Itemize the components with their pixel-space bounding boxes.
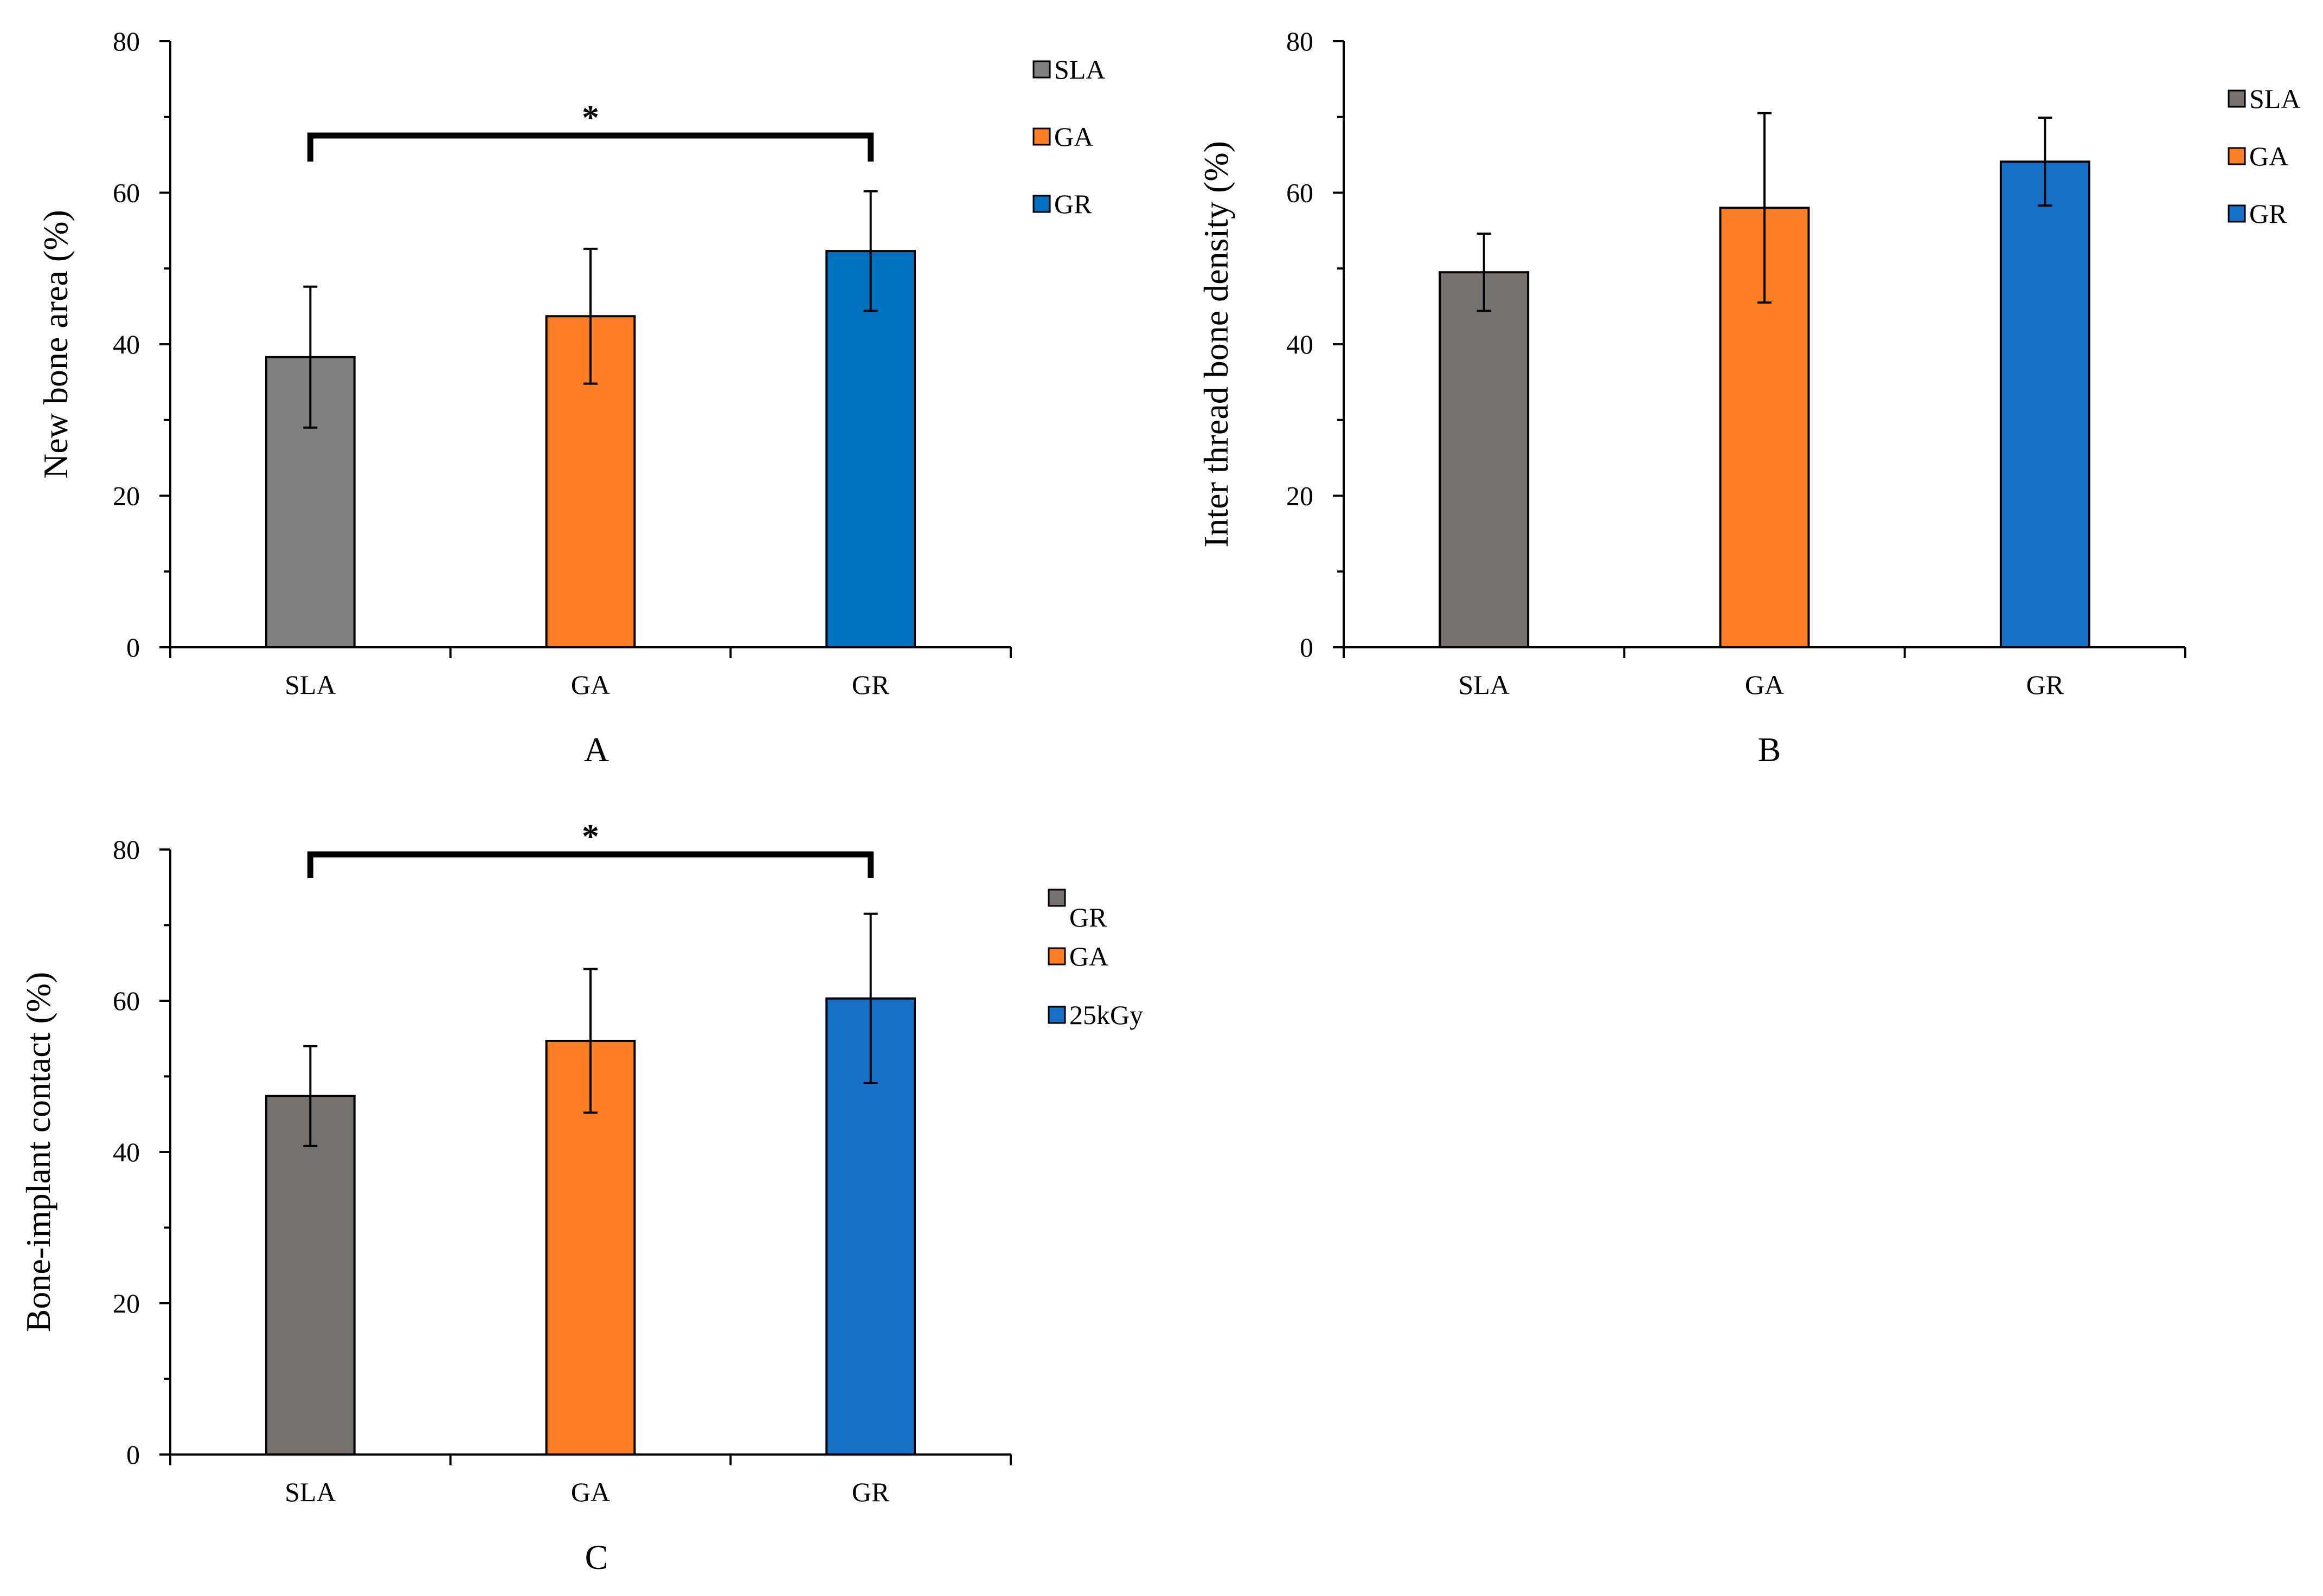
y-tick-label: 40: [113, 329, 140, 359]
legend: GR GA 25kGy: [1048, 889, 1143, 1030]
legend: SLA GA GR: [1032, 54, 1105, 219]
significance-star: *: [582, 817, 599, 855]
bar-sla: [1439, 271, 1530, 648]
x-tick-label: GR: [852, 1477, 890, 1507]
x-tick-label: GR: [852, 670, 890, 700]
y-tick-label: 60: [113, 986, 140, 1016]
legend-swatch: [1048, 1006, 1066, 1024]
chart-panel-A: 0 20 40 60 80 SLA GA GR New bone area (%) A * SLA GA…: [36, 26, 1105, 769]
legend-label: GR: [2249, 198, 2287, 229]
legend-swatch: [1032, 60, 1051, 79]
y-tick-label: 60: [113, 178, 140, 208]
y-tick-label: 20: [113, 481, 140, 511]
y-tick-label: 40: [1286, 329, 1313, 359]
panel-label: A: [584, 730, 609, 769]
significance-bracket: [307, 851, 874, 878]
y-axis-label: New bone area (%): [36, 210, 75, 479]
y-tick-label: 0: [1300, 632, 1313, 662]
y-tick-label: 80: [113, 26, 140, 56]
panel-label: B: [1758, 730, 1781, 769]
legend-label: GR: [1069, 902, 1107, 932]
legend-swatch: [2228, 147, 2246, 165]
legend-label: SLA: [1054, 54, 1105, 85]
significance-star: *: [582, 98, 599, 137]
legend-label: GA: [1054, 121, 1093, 152]
y-tick-label: 20: [1286, 481, 1313, 511]
legend-swatch: [2228, 89, 2246, 108]
legend-label: SLA: [2249, 83, 2300, 114]
y-tick-label: 0: [126, 632, 140, 662]
legend-swatch: [1048, 889, 1066, 907]
legend-label: GR: [1054, 189, 1092, 219]
chart-panel-C: 0 20 40 60 80 SLA GA GR Bone-implant contact (%)…: [19, 817, 1143, 1576]
x-tick-label: GA: [571, 670, 610, 700]
x-tick-label: SLA: [1458, 670, 1509, 700]
legend: SLA GA GR: [2228, 83, 2300, 229]
x-tick-label: GR: [2026, 670, 2064, 700]
bar-gr: [1999, 160, 2090, 648]
y-tick-label: 40: [113, 1137, 140, 1167]
x-tick-label: SLA: [285, 1477, 336, 1507]
legend-label: 25kGy: [1069, 1000, 1143, 1030]
legend-label: GA: [2249, 141, 2288, 171]
y-tick-label: 80: [1286, 26, 1313, 56]
chart-panel-B: 0 20 40 60 80 SLA GA GR Inter thread bone densit…: [1197, 26, 2300, 769]
panel-label: C: [585, 1538, 608, 1576]
x-tick-label: SLA: [285, 670, 336, 700]
y-tick-label: 80: [113, 834, 140, 865]
legend-swatch: [2228, 204, 2246, 223]
y-tick-label: 0: [126, 1439, 140, 1470]
y-tick-label: 20: [113, 1288, 140, 1318]
bar-sla: [265, 1095, 356, 1456]
legend-swatch: [1048, 947, 1066, 966]
legend-swatch: [1032, 195, 1051, 213]
y-axis-label: Inter thread bone density (%): [1197, 141, 1235, 548]
x-tick-label: GA: [1745, 670, 1784, 700]
y-tick-label: 60: [1286, 178, 1313, 208]
legend-swatch: [1032, 127, 1051, 146]
x-tick-label: GA: [571, 1477, 610, 1507]
y-axis-label: Bone-implant contact (%): [19, 972, 57, 1333]
significance-bracket: [307, 132, 874, 162]
legend-label: GA: [1069, 941, 1108, 971]
